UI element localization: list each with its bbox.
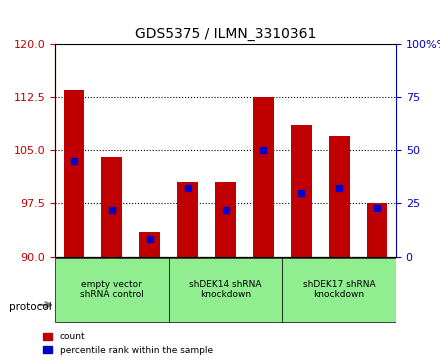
Bar <box>101 157 122 257</box>
Text: protocol: protocol <box>9 302 51 312</box>
Text: empty vector
shRNA control: empty vector shRNA control <box>80 280 144 299</box>
Text: shDEK17 shRNA
knockdown: shDEK17 shRNA knockdown <box>303 280 375 299</box>
Bar <box>367 203 388 257</box>
FancyBboxPatch shape <box>55 258 169 322</box>
Bar <box>215 182 236 257</box>
FancyBboxPatch shape <box>282 258 396 322</box>
Text: shDEK14 shRNA
knockdown: shDEK14 shRNA knockdown <box>189 280 262 299</box>
Legend: count, percentile rank within the sample: count, percentile rank within the sample <box>40 329 216 359</box>
Bar <box>291 125 312 257</box>
Bar <box>253 97 274 257</box>
Bar <box>139 232 160 257</box>
Title: GDS5375 / ILMN_3310361: GDS5375 / ILMN_3310361 <box>135 27 316 41</box>
Bar <box>177 182 198 257</box>
FancyBboxPatch shape <box>169 258 282 322</box>
Bar <box>329 136 350 257</box>
Bar <box>63 90 84 257</box>
